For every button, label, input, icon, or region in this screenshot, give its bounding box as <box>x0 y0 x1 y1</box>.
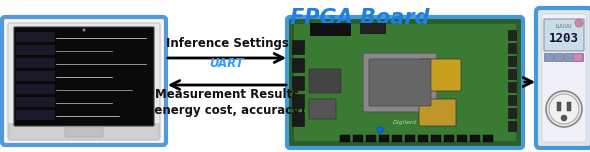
Bar <box>292 112 304 126</box>
Bar <box>16 110 55 120</box>
Bar <box>508 108 516 118</box>
FancyBboxPatch shape <box>542 14 586 142</box>
FancyBboxPatch shape <box>575 54 584 62</box>
Circle shape <box>546 91 582 127</box>
FancyBboxPatch shape <box>369 59 431 106</box>
Bar <box>16 71 55 81</box>
FancyBboxPatch shape <box>309 99 336 119</box>
Bar <box>340 135 350 142</box>
Bar <box>508 56 516 66</box>
Text: UART: UART <box>209 57 244 70</box>
Bar <box>508 43 516 53</box>
FancyBboxPatch shape <box>573 54 582 62</box>
Bar <box>405 135 415 142</box>
FancyBboxPatch shape <box>565 54 573 62</box>
FancyBboxPatch shape <box>544 19 584 51</box>
Bar <box>508 82 516 92</box>
FancyBboxPatch shape <box>309 69 341 93</box>
Text: 1203: 1203 <box>549 32 579 45</box>
Text: Inference Settings: Inference Settings <box>166 37 289 50</box>
Circle shape <box>575 19 583 27</box>
Circle shape <box>549 94 579 124</box>
Bar <box>16 58 55 68</box>
Bar <box>292 58 304 72</box>
Circle shape <box>377 127 383 133</box>
Bar <box>360 23 385 33</box>
Bar <box>444 135 454 142</box>
Bar <box>483 135 493 142</box>
Bar <box>353 135 363 142</box>
FancyBboxPatch shape <box>545 54 553 62</box>
Bar <box>557 102 561 111</box>
Bar <box>292 76 304 90</box>
FancyBboxPatch shape <box>65 127 103 137</box>
Bar <box>292 94 304 108</box>
Text: LUUUU: LUUUU <box>556 24 572 29</box>
FancyBboxPatch shape <box>287 17 523 148</box>
FancyBboxPatch shape <box>419 59 461 91</box>
Bar <box>508 30 516 40</box>
Bar <box>508 121 516 131</box>
Text: FPGA Board: FPGA Board <box>290 8 430 28</box>
Bar <box>392 135 402 142</box>
Bar <box>292 40 304 54</box>
Bar <box>379 135 389 142</box>
Bar <box>508 69 516 79</box>
Bar <box>16 97 55 107</box>
FancyBboxPatch shape <box>14 27 154 126</box>
FancyBboxPatch shape <box>9 124 159 140</box>
FancyBboxPatch shape <box>419 99 456 126</box>
Bar <box>508 95 516 105</box>
Circle shape <box>561 115 567 121</box>
Bar <box>16 32 55 42</box>
Bar <box>16 45 55 55</box>
Bar <box>567 102 571 111</box>
Bar <box>431 135 441 142</box>
Bar <box>457 135 467 142</box>
Text: Measurement Results
(energy cost, accuracy): Measurement Results (energy cost, accura… <box>149 88 305 117</box>
FancyBboxPatch shape <box>8 23 160 139</box>
FancyBboxPatch shape <box>363 53 437 112</box>
Bar <box>470 135 480 142</box>
Bar <box>366 135 376 142</box>
FancyBboxPatch shape <box>536 8 590 148</box>
Text: Digilent: Digilent <box>393 120 417 125</box>
Bar <box>418 135 428 142</box>
FancyBboxPatch shape <box>294 24 516 141</box>
FancyBboxPatch shape <box>555 54 563 62</box>
FancyBboxPatch shape <box>2 17 166 145</box>
Circle shape <box>83 29 86 31</box>
Bar <box>310 23 350 35</box>
Bar <box>16 84 55 94</box>
